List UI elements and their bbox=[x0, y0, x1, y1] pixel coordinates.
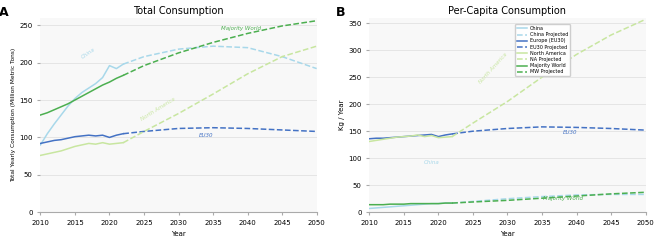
Title: Total Consumption: Total Consumption bbox=[133, 6, 224, 16]
Text: B: B bbox=[336, 6, 346, 19]
Text: A: A bbox=[0, 6, 9, 19]
Y-axis label: Kg / Year: Kg / Year bbox=[339, 100, 345, 130]
Text: EU30: EU30 bbox=[562, 130, 577, 135]
Legend: China, China Projected, Europe (EU30), EU30 Projected, North America, NA Project: China, China Projected, Europe (EU30), E… bbox=[515, 24, 570, 77]
Text: China: China bbox=[81, 47, 96, 60]
Text: Majority World: Majority World bbox=[220, 26, 261, 31]
Text: North America: North America bbox=[140, 97, 176, 122]
Text: Majority World: Majority World bbox=[543, 196, 583, 201]
X-axis label: Year: Year bbox=[171, 231, 186, 237]
Text: China: China bbox=[424, 160, 440, 165]
Y-axis label: Total Yearly Consumption (Million Metric Tons): Total Yearly Consumption (Million Metric… bbox=[11, 48, 16, 182]
X-axis label: Year: Year bbox=[500, 231, 515, 237]
Title: Per-Capita Consumption: Per-Capita Consumption bbox=[448, 6, 566, 16]
Text: EU30: EU30 bbox=[199, 133, 213, 139]
Text: North America: North America bbox=[478, 52, 509, 85]
